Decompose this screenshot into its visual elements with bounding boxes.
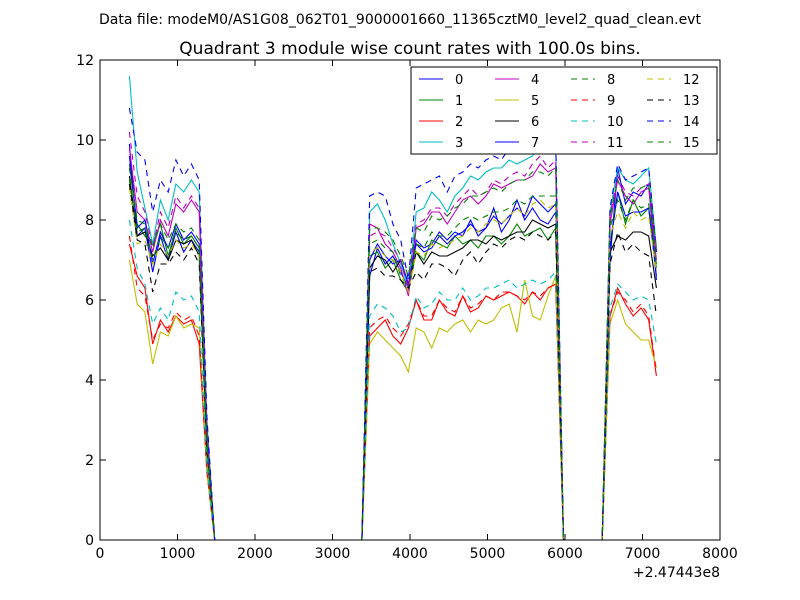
legend-entry-1: 1 xyxy=(455,94,463,109)
legend-entry-10: 10 xyxy=(607,115,624,130)
legend-box xyxy=(410,66,718,155)
x-tick-label: 4000 xyxy=(392,546,428,562)
legend-entry-3: 3 xyxy=(455,136,463,151)
series-line-14 xyxy=(128,107,657,541)
legend-entry-13: 13 xyxy=(683,94,700,109)
axis-ticks: 0 1000 2000 3000 4000 5000 6000 7000 80000246810… xyxy=(76,53,738,562)
y-tick-label: 0 xyxy=(85,533,94,549)
legend-entry-8: 8 xyxy=(607,73,615,88)
legend-entry-15: 15 xyxy=(683,136,700,151)
plot-frame xyxy=(99,59,721,541)
y-tick-label: 6 xyxy=(85,293,94,309)
y-tick-label: 12 xyxy=(76,53,94,69)
y-tick-label: 2 xyxy=(85,453,94,469)
legend-entry-9: 9 xyxy=(607,94,615,109)
legend-entry-11: 11 xyxy=(607,136,624,151)
y-tick-label: 4 xyxy=(85,373,94,389)
x-tick-label: 8000 xyxy=(702,546,738,562)
legend-entry-12: 12 xyxy=(683,73,700,88)
y-tick-label: 8 xyxy=(85,213,94,229)
legend-entry-6: 6 xyxy=(531,115,539,130)
x-tick-label: 2000 xyxy=(237,546,273,562)
x-tick-label: 3000 xyxy=(315,546,351,562)
series-line-13 xyxy=(128,183,657,541)
x-axis-offset-label: +2.47443e8 xyxy=(633,565,720,581)
legend-entry-4: 4 xyxy=(531,73,539,88)
series-line-10 xyxy=(128,219,657,541)
x-tick-label: 5000 xyxy=(470,546,506,562)
legend-entry-7: 7 xyxy=(531,136,539,151)
x-tick-label: 0 xyxy=(96,546,105,562)
x-tick-label: 1000 xyxy=(160,546,196,562)
y-tick-label: 10 xyxy=(76,133,94,149)
x-tick-label: 7000 xyxy=(625,546,661,562)
legend-entry-2: 2 xyxy=(455,115,463,130)
x-tick-label: 6000 xyxy=(547,546,583,562)
legend-entry-5: 5 xyxy=(531,94,539,109)
chart-title: Quadrant 3 module wise count rates with … xyxy=(179,39,640,59)
figure-suptitle: Data file: modeM0/AS1G08_062T01_90000016… xyxy=(99,12,701,28)
legend-entry-14: 14 xyxy=(683,115,700,130)
legend-entry-0: 0 xyxy=(455,73,463,88)
